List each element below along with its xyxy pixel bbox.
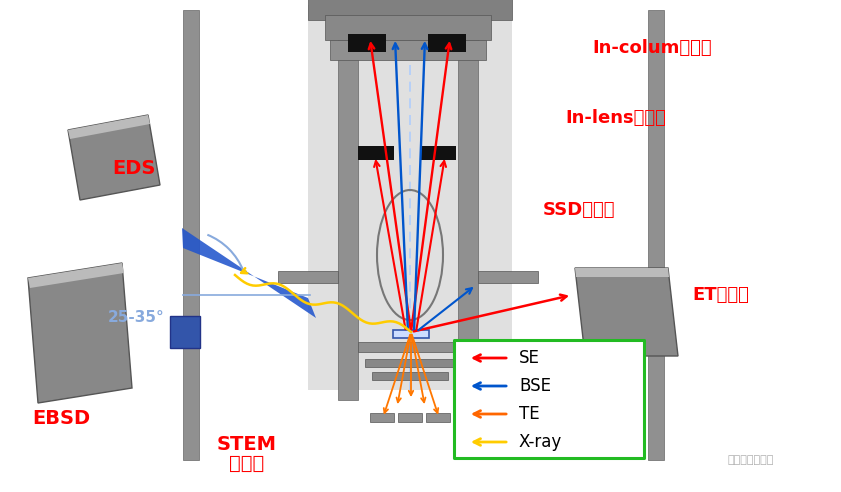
Bar [426,413,450,422]
Text: SE: SE [519,349,540,367]
Bar [458,5,478,400]
Text: STEM: STEM [217,435,277,455]
Polygon shape [182,228,316,318]
Text: In-colum探测器: In-colum探测器 [592,39,711,57]
Text: ET探测器: ET探测器 [692,286,748,304]
Text: EBSD: EBSD [32,408,90,428]
Text: X-ray: X-ray [519,433,563,451]
Bar [478,271,538,283]
Bar [330,40,486,60]
Polygon shape [28,263,132,403]
Text: EDS: EDS [112,158,156,178]
Bar [372,372,448,380]
Bar [370,413,394,422]
Polygon shape [68,115,150,139]
Text: BSE: BSE [519,377,551,395]
Bar [308,0,512,20]
Text: 25-35°: 25-35° [108,310,165,326]
Bar [308,5,512,390]
Polygon shape [28,263,124,288]
Text: In-lens探测器: In-lens探测器 [565,109,666,127]
Bar [183,10,199,460]
Bar [338,5,358,400]
Text: SSD探测器: SSD探测器 [543,201,616,219]
Bar [393,330,429,338]
Polygon shape [68,115,160,200]
Text: 探测器: 探测器 [230,454,265,472]
Bar [325,15,491,40]
Bar [428,34,466,52]
Bar [278,271,338,283]
Bar [170,316,200,348]
Bar [398,413,422,422]
Polygon shape [575,268,669,277]
Bar [348,34,386,52]
Text: 电子制造资讯站: 电子制造资讯站 [728,455,775,465]
Bar [358,342,462,352]
Bar [420,146,456,160]
Polygon shape [575,268,678,356]
Bar [454,340,644,458]
Bar [365,359,455,367]
Bar [648,10,664,460]
Text: TE: TE [519,405,540,423]
Bar [358,146,394,160]
